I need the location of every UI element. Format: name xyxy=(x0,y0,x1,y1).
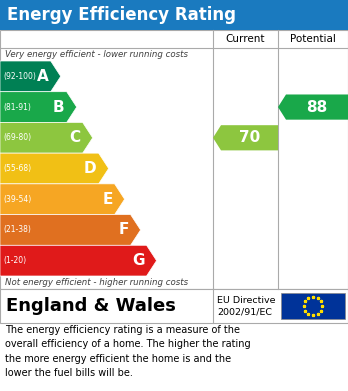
Text: Not energy efficient - higher running costs: Not energy efficient - higher running co… xyxy=(5,278,188,287)
Text: 88: 88 xyxy=(306,100,327,115)
Polygon shape xyxy=(278,95,348,120)
Text: F: F xyxy=(118,222,128,237)
Polygon shape xyxy=(213,125,278,151)
Text: (81-91): (81-91) xyxy=(3,102,31,111)
Text: Current: Current xyxy=(226,34,265,44)
Text: The energy efficiency rating is a measure of the
overall efficiency of a home. T: The energy efficiency rating is a measur… xyxy=(5,325,251,378)
Polygon shape xyxy=(0,153,109,184)
Polygon shape xyxy=(0,245,157,276)
Text: G: G xyxy=(132,253,144,268)
Text: (55-68): (55-68) xyxy=(3,164,31,173)
Polygon shape xyxy=(0,92,77,122)
Text: 70: 70 xyxy=(239,130,260,145)
Bar xyxy=(0,30,348,289)
Text: B: B xyxy=(53,100,65,115)
Text: (21-38): (21-38) xyxy=(3,226,31,235)
Bar xyxy=(0,0,348,30)
Polygon shape xyxy=(0,184,125,215)
Polygon shape xyxy=(0,122,93,153)
Text: (39-54): (39-54) xyxy=(3,195,31,204)
Text: (69-80): (69-80) xyxy=(3,133,31,142)
Bar xyxy=(0,289,348,323)
Text: EU Directive
2002/91/EC: EU Directive 2002/91/EC xyxy=(217,296,276,316)
Text: Energy Efficiency Rating: Energy Efficiency Rating xyxy=(7,6,236,24)
Text: C: C xyxy=(70,130,81,145)
Text: Potential: Potential xyxy=(290,34,336,44)
Text: England & Wales: England & Wales xyxy=(6,297,176,315)
Text: A: A xyxy=(37,69,49,84)
Text: E: E xyxy=(102,192,113,207)
Text: Very energy efficient - lower running costs: Very energy efficient - lower running co… xyxy=(5,50,188,59)
Text: D: D xyxy=(84,161,97,176)
Text: (1-20): (1-20) xyxy=(3,256,26,265)
Polygon shape xyxy=(0,61,61,92)
Polygon shape xyxy=(0,215,141,245)
Text: (92-100): (92-100) xyxy=(3,72,36,81)
Bar xyxy=(281,293,345,319)
